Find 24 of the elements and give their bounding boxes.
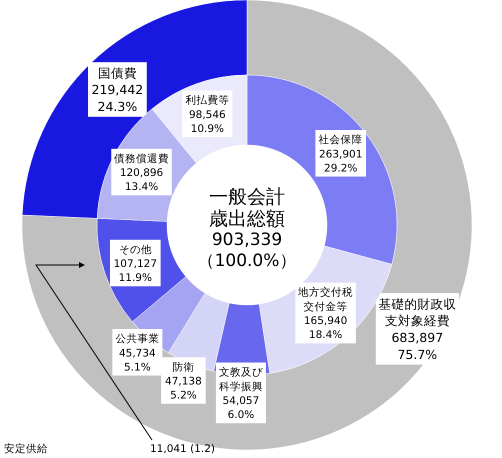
data-label: 45,734 5.1% [118, 347, 156, 374]
data-label: 165,940 18.4% [304, 315, 348, 342]
data-label: 98,546 10.9% [188, 108, 226, 136]
data-label: 219,442 24.3% [92, 82, 144, 114]
text: 11,041 (1.2) [150, 443, 215, 455]
text: 903,339 （100.0%） [198, 230, 296, 271]
slice-label: 公共事業 [115, 332, 160, 346]
text: 一般会計歳出総額 [209, 186, 285, 230]
text: 安定供給 [4, 442, 48, 455]
data-label: 107,127 11.9% [114, 258, 158, 284]
slice-label: 地方交付税交付金等 [297, 286, 354, 313]
data-label: 120,896 13.4% [120, 167, 164, 194]
slice-label: 文教及び科学振興 [218, 366, 264, 393]
slice-label: 基礎的財政収支対象経費 [378, 296, 456, 328]
data-label: 263,901 29.2% [319, 148, 362, 174]
data-label: 683,897 75.7% [391, 330, 444, 362]
slice-label: 債務償還費 [114, 152, 170, 165]
slice-label: 利払費等 [185, 94, 230, 107]
data-label: 54,057 6.0% [222, 394, 260, 422]
slice-label: その他 [118, 244, 152, 256]
slice-label: 社会保障 [318, 133, 363, 146]
slice-label: 防衛 [172, 360, 194, 374]
data-label: 47,138 5.2% [165, 375, 202, 402]
slice-label: 国債費 [98, 65, 137, 80]
